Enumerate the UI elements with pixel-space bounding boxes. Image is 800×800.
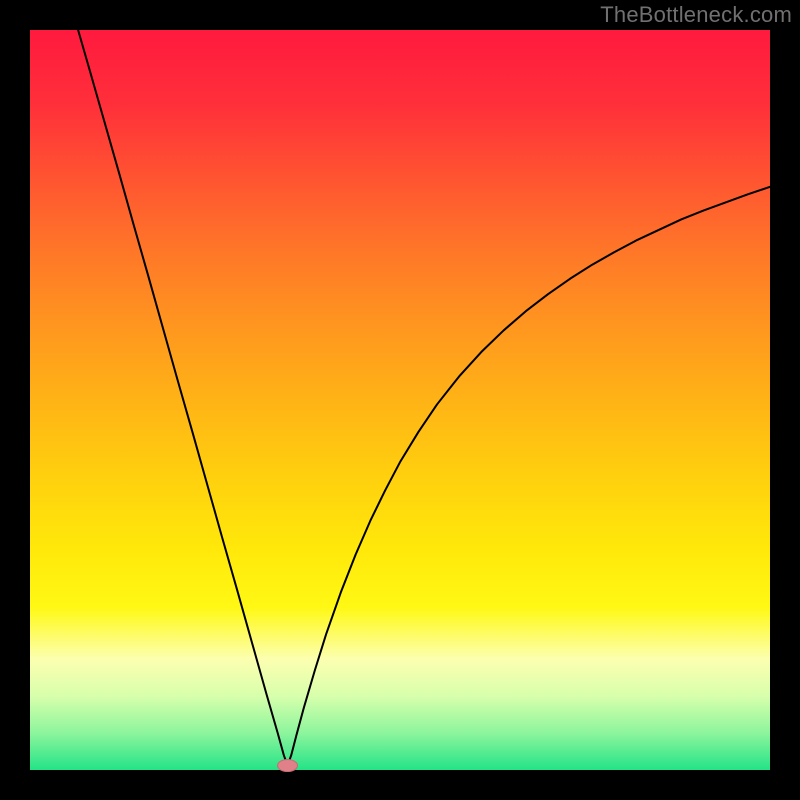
plot-background (30, 30, 770, 770)
optimal-point-marker (278, 760, 298, 772)
bottleneck-chart (0, 0, 800, 800)
watermark-label: TheBottleneck.com (600, 2, 792, 28)
chart-stage: TheBottleneck.com (0, 0, 800, 800)
